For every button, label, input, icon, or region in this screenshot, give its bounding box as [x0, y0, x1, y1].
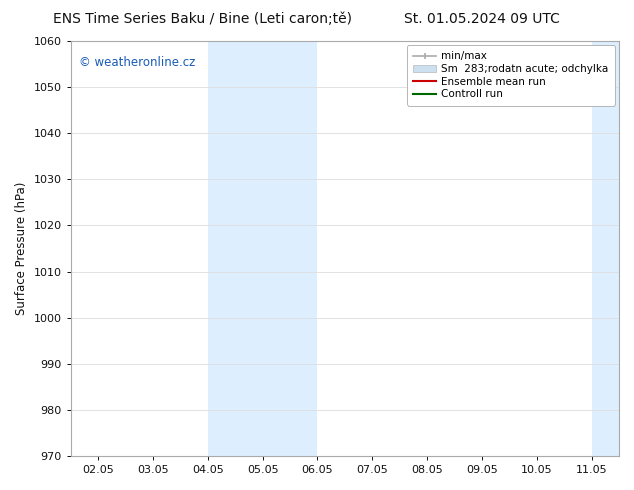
Y-axis label: Surface Pressure (hPa): Surface Pressure (hPa)	[15, 182, 28, 315]
Bar	[592, 41, 619, 456]
Text: St. 01.05.2024 09 UTC: St. 01.05.2024 09 UTC	[404, 12, 560, 26]
Legend: min/max, Sm  283;rodatn acute; odchylka, Ensemble mean run, Controll run: min/max, Sm 283;rodatn acute; odchylka, …	[407, 45, 615, 105]
Text: © weatheronline.cz: © weatheronline.cz	[79, 55, 195, 69]
Text: ENS Time Series Baku / Bine (Leti caron;tě): ENS Time Series Baku / Bine (Leti caron;…	[53, 12, 353, 26]
Bar	[208, 41, 318, 456]
